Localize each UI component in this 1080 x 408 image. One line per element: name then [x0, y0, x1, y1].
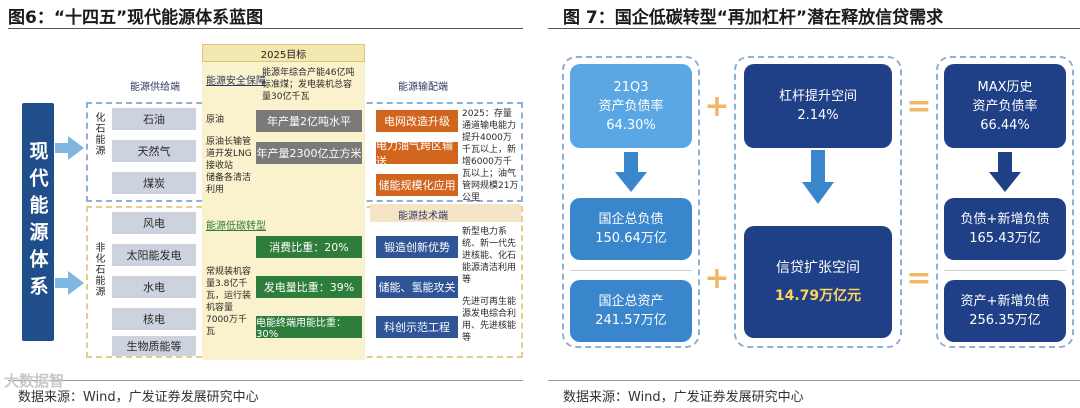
- tech-band: [370, 204, 521, 222]
- right-bottom-rule: [548, 380, 1080, 381]
- tech-note-2: 先进可再生能源发电综合利用、先进核能等: [462, 297, 517, 343]
- credit-expansion-box: 信贷扩张空间 14.79万亿元: [744, 226, 892, 338]
- tech-note-1: 新型电力系统、新一代先进核能、化石能源清洁利用等: [462, 227, 517, 285]
- source-wind: 风电: [112, 212, 196, 234]
- debt-plus-new-value: 165.43万亿: [969, 231, 1041, 246]
- arrow-right-icon: [68, 271, 84, 295]
- q3-label: 21Q3: [613, 79, 649, 95]
- assets-plus-new-box: 资产+新增负债 256.35万亿: [944, 280, 1066, 342]
- down-arrow-icon: [989, 152, 1021, 194]
- generation-share-box: 发电量比重：39%: [256, 276, 362, 298]
- max-ratio-value: 66.44%: [980, 117, 1030, 133]
- demo-project-box: 科创示范工程: [376, 316, 458, 338]
- security-note-coal: 储备各清洁利用: [206, 173, 252, 195]
- down-arrow-icon: [802, 150, 834, 206]
- leverage-box: 杠杆提升空间 2.14%: [744, 64, 892, 148]
- target-header: 2025目标: [202, 44, 365, 62]
- target-column: [202, 44, 365, 360]
- equals-icon: =: [906, 88, 932, 124]
- assets-plus-new-value: 256.35万亿: [969, 313, 1041, 328]
- source-gas: 天然气: [112, 140, 196, 162]
- cross-region-transport-box: 电力油气跨区输送: [376, 139, 458, 168]
- security-note-oil: 原油: [206, 115, 225, 125]
- middle-column-frame: [734, 56, 902, 348]
- leverage-value: 2.14%: [797, 108, 839, 123]
- innovation-box: 锻造创新优势: [376, 236, 458, 258]
- total-debt-value: 150.64万亿: [595, 231, 667, 246]
- max-debt-ratio-box: MAX历史 资产负债率 66.44%: [944, 64, 1066, 148]
- source-nuclear: 核电: [112, 308, 196, 330]
- tech-side-label: 能源技术端: [398, 211, 448, 222]
- consumption-share-box: 消费比重：20%: [256, 236, 362, 258]
- supply-side-label: 能源供给端: [130, 82, 180, 93]
- total-debt-label: 国企总负债: [598, 212, 664, 227]
- credit-value: 14.79万亿元: [774, 288, 862, 304]
- capacity-note: 常规装机容量3.8亿千瓦，运行装机容量7000万千瓦: [206, 267, 252, 337]
- debt-plus-new-box: 负债+新增负债 165.43万亿: [944, 198, 1066, 260]
- security-note-gas: 原油长输管道开发LNG接收站: [206, 137, 252, 171]
- down-arrow-icon: [615, 152, 647, 194]
- q3-debt-ratio-box: 21Q3 资产负债率 64.30%: [570, 64, 692, 148]
- arrow-right-icon: [68, 136, 84, 160]
- total-assets-value: 241.57万亿: [595, 313, 667, 328]
- modern-energy-system-title: 现代能源体系: [22, 103, 54, 341]
- leverage-label: 杠杆提升空间: [778, 89, 857, 104]
- nonfossil-energy-label: 非化石能源: [93, 242, 104, 297]
- target-gas-output: 年产量2300亿立方米: [256, 142, 362, 164]
- right-figure-title: 图 7：国企低碳转型“再加杠杆”潜在释放信贷需求: [563, 8, 944, 28]
- left-bottom-rule: [8, 380, 523, 381]
- target-note: 能源年综合产能46亿吨标准煤；发电装机总容量30亿千瓦: [262, 68, 355, 102]
- fossil-energy-label: 化石能源: [93, 112, 104, 156]
- max-label: MAX历史: [977, 79, 1033, 95]
- fraction-line: [570, 270, 692, 271]
- arrow-stem-fossil: [55, 143, 69, 153]
- max-ratio-label: 资产负债率: [972, 98, 1038, 114]
- target-oil-output: 年产量2亿吨水平: [256, 110, 362, 132]
- source-hydro: 水电: [112, 276, 196, 298]
- total-debt-box: 国企总负债 150.64万亿: [570, 198, 692, 260]
- right-source: 数据来源：Wind，广发证券发展研究中心: [563, 390, 804, 405]
- total-assets-box: 国企总资产 241.57万亿: [570, 280, 692, 342]
- plus-icon: +: [704, 88, 730, 124]
- arrow-stem-nonfossil: [55, 278, 69, 288]
- storage-hydrogen-box: 储能、氢能攻关: [376, 276, 458, 298]
- grid-upgrade-box: 电网改造升级: [376, 110, 458, 132]
- transport-note: 2025：存量通道输电能力提升4000万千瓦以上，新增6000万千瓦以上；油气管…: [462, 109, 519, 203]
- plus-icon: +: [704, 260, 730, 296]
- left-title-rule: [8, 28, 523, 29]
- left-figure-title: 图6：“十四五”现代能源体系蓝图: [8, 8, 264, 28]
- source-solar: 太阳能发电: [112, 244, 196, 266]
- security-label: 能源安全保障: [206, 76, 266, 87]
- lowcarbon-label: 能源低碳转型: [206, 221, 266, 232]
- source-oil: 石油: [112, 108, 196, 130]
- storage-scale-box: 储能规模化应用: [376, 174, 458, 196]
- right-column-frame: [936, 56, 1074, 348]
- electric-terminal-share-box: 电能终端用能比重：30%: [256, 316, 362, 340]
- source-biomass: 生物质能等: [112, 336, 196, 356]
- total-assets-label: 国企总资产: [598, 294, 664, 309]
- q3-ratio-label: 资产负债率: [598, 98, 664, 114]
- credit-label: 信贷扩张空间: [776, 260, 860, 276]
- fraction-line: [944, 270, 1066, 271]
- transport-side-label: 能源输配端: [398, 82, 448, 93]
- q3-ratio-value: 64.30%: [606, 117, 656, 133]
- left-column-frame: [562, 56, 700, 348]
- assets-plus-new-label: 资产+新增负债: [960, 294, 1050, 309]
- equals-icon: =: [906, 260, 932, 296]
- watermark: 大数据智: [4, 372, 65, 390]
- debt-plus-new-label: 负债+新增负债: [960, 212, 1050, 227]
- source-coal: 煤炭: [112, 172, 196, 194]
- left-source: 数据来源：Wind，广发证券发展研究中心: [18, 390, 259, 405]
- right-title-rule: [548, 28, 1080, 29]
